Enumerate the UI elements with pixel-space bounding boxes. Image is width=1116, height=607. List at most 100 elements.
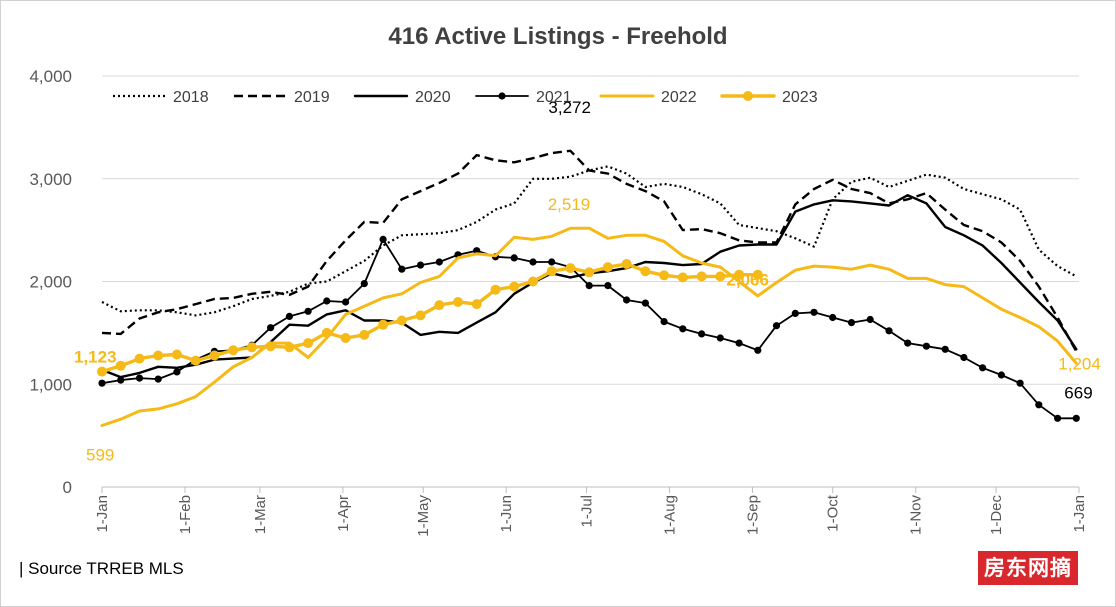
data-point-2021: [922, 342, 931, 350]
series-line-2022: [100, 226, 1078, 427]
data-point-2023: [621, 259, 632, 269]
data-point-2021: [585, 282, 593, 290]
x-tick-label: 1-May: [415, 495, 432, 537]
data-point-2021: [941, 345, 949, 353]
legend-entry-2019: 2019: [234, 89, 330, 106]
data-point-2021: [904, 339, 912, 347]
data-label: 669: [1064, 383, 1092, 402]
legend-label-2020: 2020: [415, 89, 451, 106]
data-point-2023: [752, 269, 763, 280]
data-point-2023: [171, 349, 182, 360]
data-point-2023: [565, 263, 576, 274]
series-2018: [101, 165, 1077, 317]
x-tick-label: 1-Sep: [744, 495, 761, 535]
data-point-2021: [285, 312, 293, 320]
data-point-2023: [659, 270, 670, 281]
x-tick-label: 1-Apr: [335, 495, 352, 532]
y-tick-label: 2,000: [29, 273, 72, 292]
data-point-2021: [1035, 401, 1043, 409]
legend-entry-2023: 2023: [720, 89, 818, 106]
data-point-2021: [679, 325, 687, 333]
data-point-2023: [321, 327, 332, 338]
data-point-2023: [471, 299, 482, 310]
x-tick-label: 1-Jan: [1071, 495, 1088, 533]
x-tick-label: 1-Nov: [908, 495, 925, 536]
data-point-2021: [342, 298, 350, 306]
data-point-2021: [135, 374, 144, 382]
data-point-2021: [398, 265, 406, 273]
data-point-2021: [772, 322, 781, 330]
data-point-2023: [284, 342, 295, 353]
y-tick-label: 0: [63, 478, 72, 497]
data-point-2023: [209, 350, 220, 361]
data-point-2023: [584, 267, 595, 278]
series-lines: [97, 149, 1080, 427]
data-point-2021: [847, 319, 856, 327]
data-point-2023: [546, 266, 557, 277]
legend-entry-2020: 2020: [353, 89, 451, 106]
series-2022: [100, 226, 1078, 427]
data-point-2021: [548, 258, 556, 266]
legend-entry-2018: 2018: [113, 89, 209, 106]
watermark-logo: 房东网摘: [978, 551, 1078, 585]
legend: 2018 2019 2020 2021 2022 2023: [113, 89, 818, 106]
data-point-2021: [716, 334, 724, 342]
data-point-2023: [602, 262, 613, 273]
data-label: 2,066: [726, 271, 769, 290]
data-label: 3,272: [548, 98, 591, 117]
data-point-2021: [979, 364, 987, 372]
data-point-2021: [641, 299, 650, 307]
data-point-2023: [303, 338, 314, 349]
data-point-2023: [190, 355, 201, 366]
data-point-2021: [604, 282, 612, 290]
data-point-2021: [360, 280, 368, 288]
data-point-2021: [323, 297, 331, 305]
data-point-2021: [267, 324, 275, 332]
data-point-2023: [415, 310, 426, 321]
data-point-2021: [660, 318, 668, 326]
data-point-2023: [434, 300, 445, 311]
legend-marker-2023: [743, 91, 753, 101]
data-point-2023: [265, 341, 276, 352]
x-tick-label: 1-Aug: [661, 495, 678, 535]
data-point-2023: [453, 297, 463, 307]
source-note: | Source TRREB MLS: [19, 559, 184, 578]
series-2023: [97, 259, 763, 377]
legend-label-2021: 2021: [536, 89, 572, 106]
data-point-2021: [98, 379, 106, 387]
data-point-2021: [173, 368, 181, 376]
data-point-2021: [791, 309, 799, 317]
data-point-2021: [997, 371, 1006, 379]
data-point-2023: [640, 266, 651, 277]
data-point-2021: [754, 346, 762, 354]
legend-label-2023: 2023: [782, 89, 818, 106]
data-labels: 3,272 2,519 2,066 1,123 599 669 1,204: [74, 98, 1101, 465]
x-tick-label: 1-Oct: [825, 494, 842, 532]
legend-label-2018: 2018: [173, 89, 209, 106]
data-label: 2,519: [548, 195, 591, 214]
data-point-2023: [677, 272, 688, 283]
data-point-2021: [304, 307, 312, 315]
chart-title: 416 Active Listings - Freehold: [388, 23, 727, 50]
data-point-2023: [378, 319, 389, 330]
x-tick-label: 1-Jun: [498, 495, 515, 533]
legend-entry-2022: 2022: [599, 89, 697, 106]
data-point-2021: [866, 315, 874, 324]
legend-marker-2021: [498, 92, 506, 100]
data-point-2021: [154, 375, 162, 383]
data-point-2023: [153, 350, 164, 361]
data-point-2023: [246, 342, 257, 353]
data-point-2023: [734, 269, 745, 280]
data-point-2021: [829, 313, 837, 322]
series-line-2021: [101, 238, 1078, 420]
data-point-2021: [1072, 414, 1080, 422]
data-point-2023: [228, 345, 239, 356]
data-point-2023: [115, 360, 126, 371]
series-2021: [98, 235, 1080, 422]
x-tick-label: 1-Feb: [177, 495, 194, 534]
x-tick-label: 1-Mar: [252, 495, 269, 534]
data-point-2021: [735, 339, 743, 347]
y-tick-label: 1,000: [29, 375, 72, 394]
